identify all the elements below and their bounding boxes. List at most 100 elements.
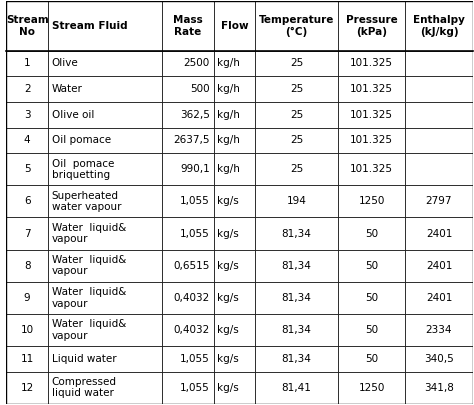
Bar — [255, 371, 338, 404]
Text: 50: 50 — [365, 260, 378, 271]
Text: 12: 12 — [20, 383, 34, 392]
Text: 7: 7 — [24, 228, 30, 239]
Bar — [405, 1, 473, 51]
Text: 1,055: 1,055 — [180, 383, 210, 392]
Text: Enthalpy
(kJ/kg): Enthalpy (kJ/kg) — [413, 15, 465, 37]
Text: 2401: 2401 — [426, 293, 452, 303]
Bar — [7, 185, 48, 217]
Text: Oil  pomace
briquetting: Oil pomace briquetting — [52, 158, 114, 180]
Text: 25: 25 — [290, 58, 303, 68]
Bar — [338, 371, 405, 404]
Bar — [405, 153, 473, 185]
Bar — [162, 185, 214, 217]
Bar — [338, 128, 405, 153]
Text: Liquid water: Liquid water — [52, 354, 116, 364]
Bar — [7, 128, 48, 153]
Text: 194: 194 — [287, 196, 306, 207]
Bar — [214, 217, 255, 249]
Bar — [255, 281, 338, 314]
Bar — [405, 249, 473, 281]
Bar — [255, 1, 338, 51]
Text: 2401: 2401 — [426, 228, 452, 239]
Bar — [338, 346, 405, 371]
Bar — [48, 51, 162, 76]
Text: 81,34: 81,34 — [282, 228, 311, 239]
Text: 990,1: 990,1 — [180, 164, 210, 174]
Text: 1250: 1250 — [358, 383, 385, 392]
Text: Temperature
(°C): Temperature (°C) — [259, 15, 334, 37]
Bar — [48, 249, 162, 281]
Bar — [7, 314, 48, 346]
Bar — [7, 51, 48, 76]
Text: 3: 3 — [24, 110, 30, 120]
Text: 10: 10 — [20, 325, 34, 335]
Bar — [405, 346, 473, 371]
Text: 101.325: 101.325 — [350, 84, 393, 94]
Bar — [7, 76, 48, 102]
Text: 2500: 2500 — [183, 58, 210, 68]
Bar — [7, 102, 48, 128]
Bar — [48, 217, 162, 249]
Text: 2: 2 — [24, 84, 30, 94]
Text: 2401: 2401 — [426, 260, 452, 271]
Bar — [255, 217, 338, 249]
Bar — [214, 128, 255, 153]
Text: 1250: 1250 — [358, 196, 385, 207]
Text: 50: 50 — [365, 354, 378, 364]
Text: 0,4032: 0,4032 — [173, 293, 210, 303]
Text: 341,8: 341,8 — [424, 383, 454, 392]
Text: kg/h: kg/h — [218, 110, 240, 120]
Bar — [405, 217, 473, 249]
Text: Olive: Olive — [52, 58, 78, 68]
Text: 25: 25 — [290, 135, 303, 145]
Text: 1,055: 1,055 — [180, 196, 210, 207]
Text: Pressure
(kPa): Pressure (kPa) — [346, 15, 398, 37]
Bar — [338, 217, 405, 249]
Bar — [338, 314, 405, 346]
Text: 4: 4 — [24, 135, 30, 145]
Text: kg/s: kg/s — [218, 196, 239, 207]
Bar — [338, 249, 405, 281]
Text: kg/s: kg/s — [218, 228, 239, 239]
Bar — [255, 249, 338, 281]
Bar — [7, 217, 48, 249]
Bar — [162, 371, 214, 404]
Text: 81,34: 81,34 — [282, 260, 311, 271]
Bar — [7, 371, 48, 404]
Bar — [162, 281, 214, 314]
Text: Water  liquid&
vapour: Water liquid& vapour — [52, 255, 126, 277]
Bar — [214, 371, 255, 404]
Text: Water  liquid&
vapour: Water liquid& vapour — [52, 223, 126, 244]
Bar — [405, 371, 473, 404]
Text: Superheated
water vapour: Superheated water vapour — [52, 191, 121, 212]
Bar — [162, 314, 214, 346]
Bar — [48, 102, 162, 128]
Bar — [255, 128, 338, 153]
Text: 81,34: 81,34 — [282, 293, 311, 303]
Text: kg/s: kg/s — [218, 293, 239, 303]
Text: 81,34: 81,34 — [282, 354, 311, 364]
Bar — [338, 102, 405, 128]
Bar — [48, 185, 162, 217]
Bar — [7, 1, 48, 51]
Text: Oil pomace: Oil pomace — [52, 135, 111, 145]
Bar — [48, 76, 162, 102]
Text: 11: 11 — [20, 354, 34, 364]
Bar — [338, 281, 405, 314]
Text: 2637,5: 2637,5 — [173, 135, 210, 145]
Text: Water  liquid&
vapour: Water liquid& vapour — [52, 287, 126, 309]
Bar — [338, 153, 405, 185]
Bar — [405, 281, 473, 314]
Bar — [7, 153, 48, 185]
Bar — [255, 51, 338, 76]
Text: 25: 25 — [290, 164, 303, 174]
Text: 101.325: 101.325 — [350, 164, 393, 174]
Bar — [162, 249, 214, 281]
Bar — [162, 51, 214, 76]
Text: 0,4032: 0,4032 — [173, 325, 210, 335]
Text: 9: 9 — [24, 293, 30, 303]
Text: Water  liquid&
vapour: Water liquid& vapour — [52, 319, 126, 341]
Bar — [162, 346, 214, 371]
Text: Stream
No: Stream No — [6, 15, 48, 37]
Bar — [48, 128, 162, 153]
